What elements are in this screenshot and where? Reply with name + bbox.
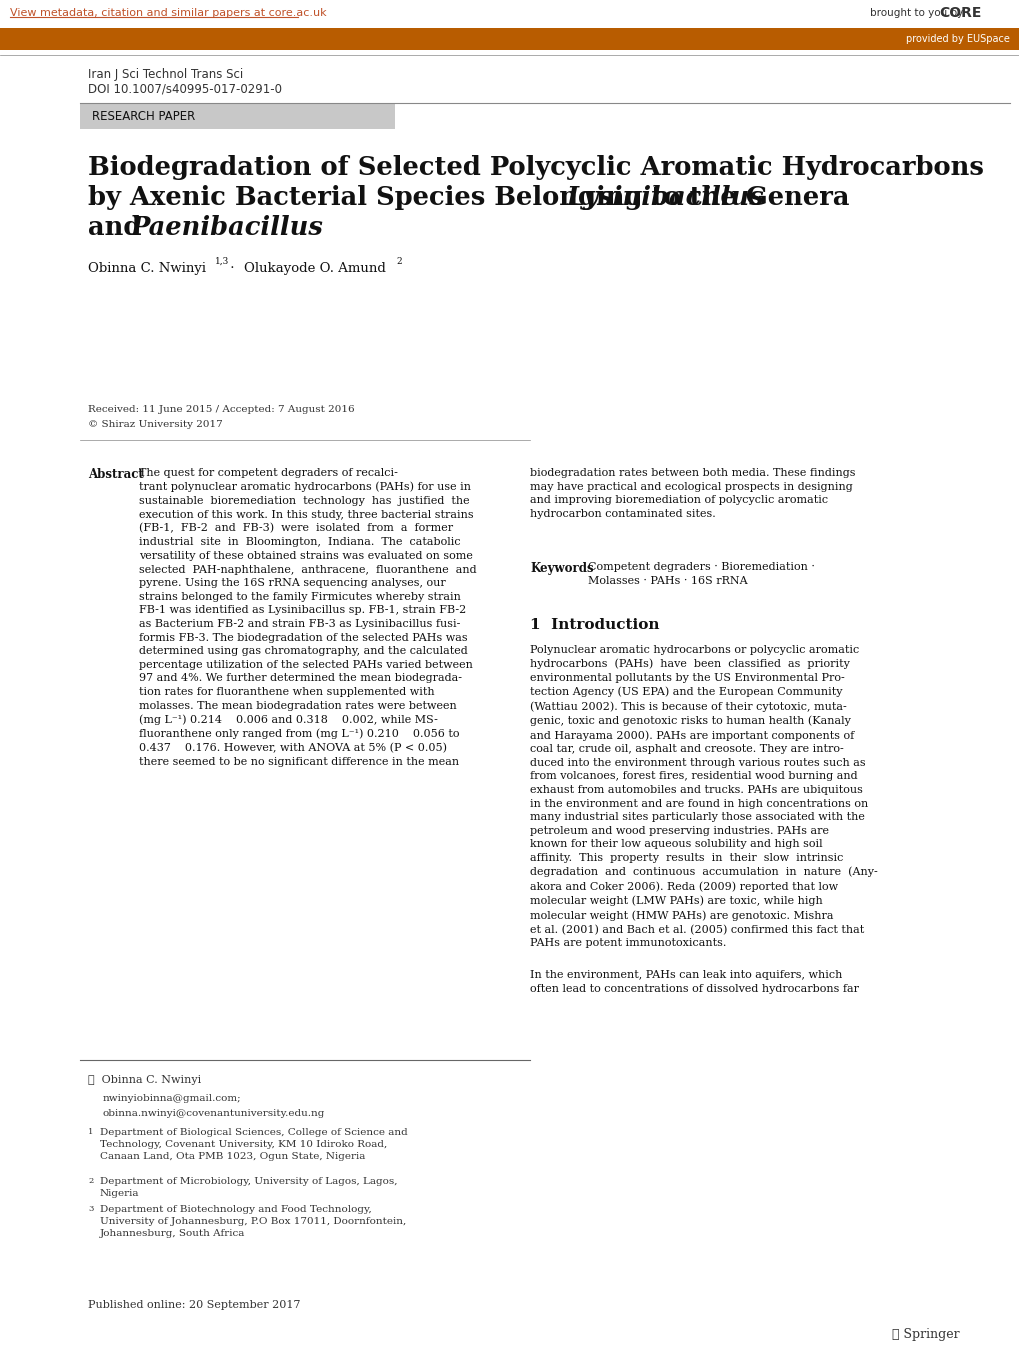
Text: Keywords: Keywords xyxy=(530,562,593,575)
Text: brought to you by: brought to you by xyxy=(869,8,962,18)
Text: Biodegradation of Selected Polycyclic Aromatic Hydrocarbons: Biodegradation of Selected Polycyclic Ar… xyxy=(88,154,983,180)
Text: Abstract: Abstract xyxy=(88,467,144,481)
Text: Olukayode O. Amund: Olukayode O. Amund xyxy=(244,262,385,275)
Text: ✉  Obinna C. Nwinyi: ✉ Obinna C. Nwinyi xyxy=(88,1075,201,1085)
Text: CORE: CORE xyxy=(938,5,981,20)
Text: Department of Biological Sciences, College of Science and
Technology, Covenant U: Department of Biological Sciences, Colle… xyxy=(100,1127,408,1161)
Text: Received: 11 June 2015 / Accepted: 7 August 2016: Received: 11 June 2015 / Accepted: 7 Aug… xyxy=(88,405,355,415)
Text: View metadata, citation and similar papers at core.ac.uk: View metadata, citation and similar pape… xyxy=(10,8,326,18)
FancyBboxPatch shape xyxy=(79,103,394,129)
Text: ·: · xyxy=(226,262,238,275)
Text: provided by EUSpace: provided by EUSpace xyxy=(905,34,1009,43)
Text: In the environment, PAHs can leak into aquifers, which
often lead to concentrati: In the environment, PAHs can leak into a… xyxy=(530,970,858,993)
Text: Obinna C. Nwinyi: Obinna C. Nwinyi xyxy=(88,262,206,275)
Text: 2: 2 xyxy=(395,257,401,266)
Text: 1,3: 1,3 xyxy=(215,257,229,266)
Text: and: and xyxy=(88,215,150,240)
Text: 2: 2 xyxy=(88,1177,93,1186)
Text: DOI 10.1007/s40995-017-0291-0: DOI 10.1007/s40995-017-0291-0 xyxy=(88,83,281,96)
Text: © Shiraz University 2017: © Shiraz University 2017 xyxy=(88,420,222,430)
Text: 1  Introduction: 1 Introduction xyxy=(530,618,659,631)
Text: by Axenic Bacterial Species Belonging to the Genera: by Axenic Bacterial Species Belonging to… xyxy=(88,186,858,210)
Text: Department of Microbiology, University of Lagos, Lagos,
Nigeria: Department of Microbiology, University o… xyxy=(100,1177,397,1198)
Text: The quest for competent degraders of recalci-
trant polynuclear aromatic hydroca: The quest for competent degraders of rec… xyxy=(139,467,476,767)
Text: nwinyiobinna@gmail.com;: nwinyiobinna@gmail.com; xyxy=(103,1093,242,1103)
Text: biodegradation rates between both media. These findings
may have practical and e: biodegradation rates between both media.… xyxy=(530,467,855,519)
Text: 1: 1 xyxy=(88,1127,94,1135)
Text: Lysinibacillus: Lysinibacillus xyxy=(567,186,764,210)
Text: Polynuclear aromatic hydrocarbons or polycyclic aromatic
hydrocarbons  (PAHs)  h: Polynuclear aromatic hydrocarbons or pol… xyxy=(530,645,877,948)
Text: Department of Biotechnology and Food Technology,
University of Johannesburg, P.O: Department of Biotechnology and Food Tec… xyxy=(100,1205,406,1237)
Text: ℓ Springer: ℓ Springer xyxy=(892,1328,959,1341)
Text: Published online: 20 September 2017: Published online: 20 September 2017 xyxy=(88,1299,301,1310)
FancyBboxPatch shape xyxy=(0,28,1019,50)
Text: Paenibacillus: Paenibacillus xyxy=(130,215,324,240)
Text: Competent degraders · Bioremediation ·
Molasses · PAHs · 16S rRNA: Competent degraders · Bioremediation · M… xyxy=(587,562,814,585)
Text: obinna.nwinyi@covenantuniversity.edu.ng: obinna.nwinyi@covenantuniversity.edu.ng xyxy=(103,1108,325,1118)
Text: Iran J Sci Technol Trans Sci: Iran J Sci Technol Trans Sci xyxy=(88,68,243,81)
Text: 3: 3 xyxy=(88,1205,94,1213)
Text: RESEARCH PAPER: RESEARCH PAPER xyxy=(92,110,195,122)
